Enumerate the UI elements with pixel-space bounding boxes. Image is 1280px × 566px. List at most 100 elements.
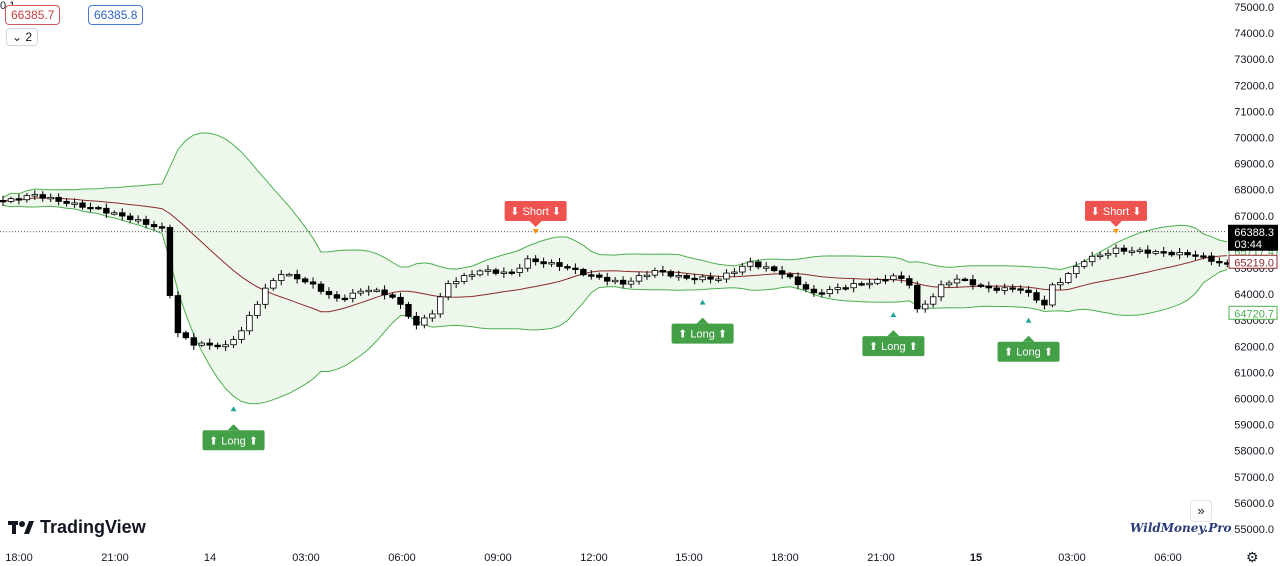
candle [55,193,62,206]
candle-body [309,281,317,285]
signal-text: ⬆ Long ⬆ [678,329,727,341]
candle [484,265,492,276]
candle-body [1081,261,1088,267]
candle [246,311,253,335]
candle [134,215,142,224]
candle-body [651,270,659,276]
candle-body [500,271,508,274]
candle [238,326,245,344]
candle-body [230,339,237,346]
candle [532,255,539,266]
candle-body [349,292,356,299]
candle [810,285,818,297]
basis-line [2,197,1228,313]
time-axis[interactable]: 18:00 21:00 14 03:00 06:00 09:00 12:00 15:00 18:… [5,552,1182,564]
candle [1009,284,1016,293]
candle-body [604,276,611,282]
candle-body [39,194,46,199]
arrow-down-icon [532,228,539,234]
candle-body [460,275,468,282]
goto-realtime-button[interactable]: » [1190,500,1212,522]
candle [158,222,166,232]
y-tick-label: 61000.0 [1234,367,1274,379]
candle-body [723,272,730,280]
candle-body [1057,282,1064,286]
y-tick-label: 62000.0 [1234,341,1274,353]
candle [119,208,126,221]
sell-price-button[interactable]: 66385.7 [5,5,61,25]
candle-body [71,202,78,205]
candle [643,270,651,280]
candle-body [890,275,897,280]
x-tick-label: 09:00 [484,552,512,564]
candle-body [103,207,110,214]
candle-body [55,196,62,202]
signal-pointer [529,220,542,227]
candle [953,274,961,288]
candle-body [945,282,953,286]
candle [381,285,388,300]
signal-long: ⬆ Long ⬆ [862,312,925,357]
candle [127,212,134,223]
candle-body [739,265,746,273]
candle [1144,245,1151,258]
x-tick-label: 15 [970,552,982,564]
candle-body [619,279,627,285]
lot-size-button[interactable]: ⌄ 2 [6,28,39,46]
candle-body [1096,254,1104,258]
candle-body [198,342,205,346]
candle-body [270,280,277,289]
price-axis[interactable]: 75000.0 74000.0 73000.0 72000.0 71000.0 70000… [1228,2,1278,536]
candle-body [747,261,754,267]
candle [63,198,70,207]
candle [500,267,508,278]
candle-body [476,270,484,276]
tradingview-logo[interactable]: TradingView [8,517,146,538]
arrow-up-icon [699,299,706,305]
candle [1049,282,1056,308]
candle-body [969,279,977,286]
candle [1168,250,1175,257]
current-price-box [1228,224,1278,251]
candle-body [190,337,197,346]
signal-text: ⬆ Long ⬆ [209,435,258,447]
candle-body [1049,284,1056,306]
arrow-up-icon [890,312,897,318]
candle-body [810,288,818,294]
indicator-value-box [1228,305,1278,320]
candle [627,277,635,288]
candle [842,284,849,291]
candle [1017,285,1024,294]
candle-body [548,262,555,265]
candle [349,288,356,303]
candle-body [31,194,38,197]
x-tick-label: 21:00 [867,552,895,564]
watermark: WildMoney.Pro [1130,521,1232,535]
indicator-value-box [1228,254,1278,269]
settings-button[interactable]: ⚙ [1246,549,1259,566]
candle-body [786,273,794,278]
candle-body [914,284,921,310]
x-tick-label: 14 [204,552,216,564]
candle [293,269,301,284]
candle [301,276,309,285]
candle [794,272,802,290]
candle-body [254,303,261,316]
y-tick-label: 58000.0 [1234,446,1274,458]
buy-price-button[interactable]: 66385.8 [88,5,144,25]
candle [723,269,730,283]
candle-body [238,330,245,340]
candle [675,270,682,281]
candle [476,269,484,277]
candle [778,265,786,280]
candle [373,287,380,293]
y-tick-label: 70000.0 [1234,133,1274,145]
candle [325,287,333,299]
bar-countdown: 03:44 [1234,239,1262,251]
signal-short: ⬇ Short ⬇ [504,200,567,234]
candle-body [365,289,372,293]
signal-label-bg [671,323,734,344]
candle-body [977,284,985,287]
candle-body [524,258,531,269]
